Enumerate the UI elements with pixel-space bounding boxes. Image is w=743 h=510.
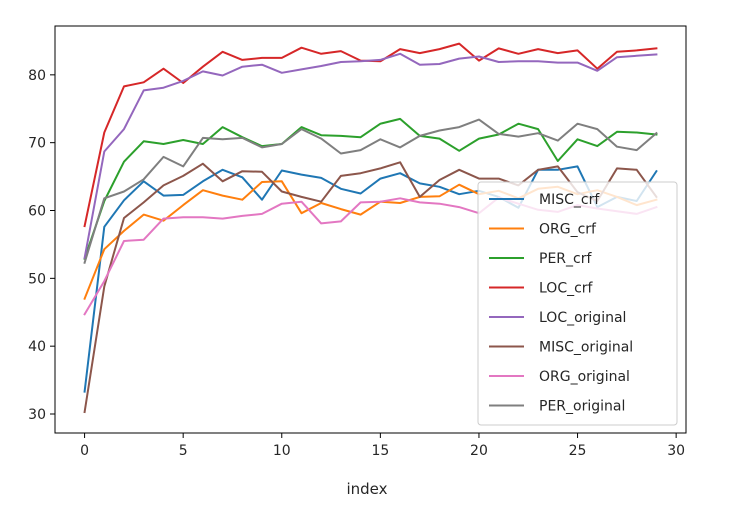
legend-box [477, 181, 678, 426]
series-line-loc-original [83, 52, 658, 260]
y-tick-label: 40 [28, 339, 46, 355]
legend-label: LOC_original [539, 310, 626, 326]
y-tick-label: 50 [28, 271, 46, 287]
x-tick-label: 10 [273, 443, 291, 459]
legend-label: LOC_crf [539, 281, 594, 297]
x-tick-label: 25 [569, 443, 587, 459]
legend-label: MISC_original [539, 340, 633, 356]
y-tick-label: 80 [28, 68, 46, 84]
x-tick-label: 5 [179, 443, 188, 459]
x-tick-label: 30 [667, 443, 685, 459]
series-line-per-crf [83, 117, 658, 260]
legend: MISC_crf ORG_crf PER_crf LOC_crf LOC_origina… [477, 181, 678, 426]
x-axis-label: index [346, 480, 387, 498]
x-tick-label: 20 [470, 443, 488, 459]
plot-frame [54, 25, 687, 434]
y-tick-label: 60 [28, 204, 46, 220]
legend-label: PER_crf [539, 251, 592, 267]
x-axis: 0 5 10 15 20 25 30 [80, 433, 685, 459]
legend-label: ORG_crf [539, 222, 597, 238]
series-line-per-original [83, 118, 658, 264]
y-tick-label: 30 [28, 407, 46, 423]
legend-label: MISC_crf [539, 192, 600, 208]
x-tick-label: 0 [80, 443, 89, 459]
series-line-misc-original [83, 161, 658, 414]
x-tick-label: 15 [371, 443, 389, 459]
y-axis: 30 40 50 60 70 80 [28, 68, 55, 423]
y-tick-label: 70 [28, 136, 46, 152]
legend-label: PER_original [539, 399, 625, 415]
legend-label: ORG_original [539, 369, 630, 385]
